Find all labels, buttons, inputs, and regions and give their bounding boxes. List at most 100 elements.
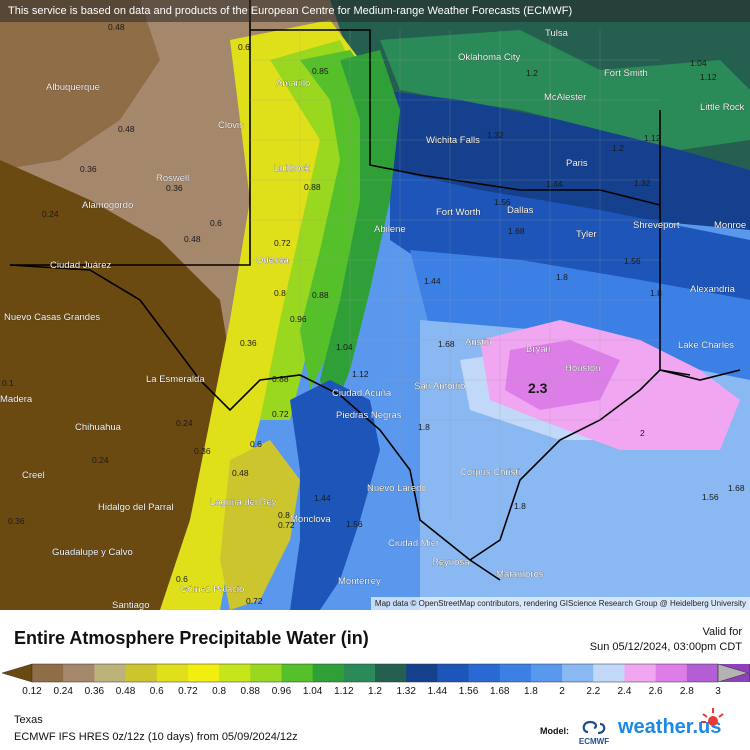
page-title: Entire Atmosphere Precipitable Water (in… [14,628,369,648]
county-lines [250,30,660,540]
legend-swatch [375,664,407,682]
legend-swatch [562,664,594,682]
legend-tick: 1.2 [368,686,382,697]
contour-value: 0.72 [272,409,289,419]
brand-logo[interactable]: weather.us [618,708,724,739]
city-label: Clovis [218,120,244,131]
legend-swatch [437,664,470,682]
city-label: Chihuahua [75,422,122,433]
city-label: Laguna del Rey [210,497,277,508]
contour-value: 1.12 [644,133,661,143]
city-label: Roswell [156,173,189,184]
city-label: Monclova [290,514,331,525]
city-label: Wichita Falls [426,135,480,146]
color-legend [1,663,750,683]
city-label: Nuevo Casas Grandes [4,312,100,323]
contour-value: 0.6 [210,218,222,228]
legend-swatch [593,664,625,682]
contour-value: 1.44 [314,493,331,503]
legend-tick-labels: 0.12 0.24 0.36 0.48 0.6 0.72 0.8 0.88 0.96 1.04 1.… [0,686,750,700]
contour-value: 0.72 [274,238,291,248]
city-label: Fort Smith [604,68,648,79]
legend-tick: 0.24 [53,686,73,697]
city-label: Monroe [714,220,746,231]
city-label: Nuevo Laredo [367,483,427,494]
legend-swatch [94,664,127,682]
city-label: Paris [566,158,588,169]
valid-time: Sun 05/12/2024, 03:00pm CDT [589,641,742,653]
legend-swatch [281,664,314,682]
contour-value: 0.36 [166,183,183,193]
legend-tick: 3 [715,686,721,697]
legend-swatch [406,664,438,682]
legend-tick: 2.6 [648,686,663,697]
contour-value-labels: 0.48 0.6 0.85 1.2 1.04 1.12 0.48 0.36 0.… [2,22,745,606]
city-label: Odessa [256,255,289,266]
legend-swatch [1,663,33,683]
contour-value: 0.48 [232,468,249,478]
legend-tick: 1.04 [302,686,323,697]
model-run-label: ECMWF IFS HRES 0z/12z (10 days) from 05/… [14,731,298,743]
city-label: Santiago [112,600,150,610]
contour-value: 1.68 [728,483,745,493]
legend-swatch [219,664,251,682]
legend-tick: 2 [559,686,565,697]
borders [9,0,741,581]
contour-value: 0.8 [274,288,286,298]
map-attribution[interactable]: Map data © OpenStreetMap contributors, r… [370,597,750,610]
legend-swatch [250,664,282,682]
legend-swatch [686,664,719,682]
contour-value: 2.3 [528,380,548,396]
city-label: Ciudad Mier [388,538,439,549]
contour-value: 1.2 [612,143,624,153]
city-label: Reynosa [432,557,470,568]
contour-value: 1.56 [702,492,719,502]
legend-swatch [343,664,376,682]
contour-value: 0.24 [176,418,193,428]
contour-value: 0.72 [278,520,295,530]
legend-tick: 1.68 [489,686,510,697]
legend-tick: 0.12 [22,686,42,697]
city-label: Creel [22,470,45,481]
city-label: Bryan [526,344,551,355]
contour-value: 1.04 [690,58,707,68]
legend-swatch [187,664,220,682]
legend-swatch [312,664,345,682]
contour-value: 0.36 [80,164,97,174]
region-label: Texas [14,714,43,726]
city-label: Shreveport [633,220,680,231]
contour-value: 1.04 [336,342,353,352]
contour-value: 0.88 [272,374,289,384]
legend-outline [31,663,719,683]
city-label: Alamogordo [82,200,133,211]
legend-tick: 1.56 [458,686,479,697]
city-label: Abilene [374,224,406,235]
contour-value: 2 [640,428,645,438]
legend-swatch [530,664,563,682]
city-label: Matamoros [496,569,544,580]
contour-value: 1.32 [487,130,504,140]
ecmwf-swirl-icon [582,720,606,735]
city-label: Oklahoma City [458,52,521,63]
city-label: Tulsa [545,28,569,39]
contour-value: 1.68 [508,226,525,236]
ecmwf-logo: ECMWF [574,718,614,746]
legend-swatch [32,664,64,682]
city-label: Guadalupe y Calvo [52,547,133,558]
contour-value: 1.8 [418,422,430,432]
legend-swatch [125,664,158,682]
contour-value: 0.36 [8,516,25,526]
city-label: San Antonio [414,381,465,392]
city-label: Tyler [576,229,597,240]
city-label: Dallas [507,205,534,216]
legend-tick: 2.4 [617,686,632,697]
contour-value: 1.56 [346,519,363,529]
city-label: Fort Worth [436,207,481,218]
contour-value: 1.2 [526,68,538,78]
contour-value: 0.8 [278,510,290,520]
contour-value: 1.12 [700,72,717,82]
forecast-map[interactable]: Tulsa Oklahoma City Fort Smith Little Ro… [0,0,750,610]
city-label: McAlester [544,92,586,103]
city-label: Austin [465,337,491,348]
legend-tick: 0.72 [178,686,198,697]
